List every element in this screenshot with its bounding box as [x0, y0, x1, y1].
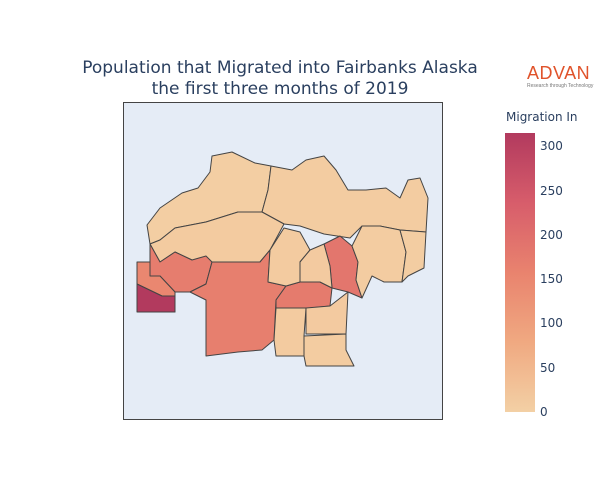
- colorbar-tick-label: 250: [540, 185, 563, 197]
- colorbar-gradient: [505, 133, 535, 412]
- colorbar-tick-label: 0: [540, 406, 548, 418]
- region-south-tract-a[interactable]: [274, 308, 306, 356]
- colorbar-tick-label: 100: [540, 317, 563, 329]
- colorbar-tick-label: 50: [540, 362, 555, 374]
- region-south-tract-c[interactable]: [304, 334, 354, 366]
- region-north-east-tract[interactable]: [262, 156, 428, 238]
- colorbar-title: Migration In: [506, 110, 578, 124]
- region-east-tract[interactable]: [352, 226, 406, 298]
- colorbar-tick-label: 300: [540, 140, 563, 152]
- colorbar-tick-label: 200: [540, 229, 563, 241]
- colorbar-tick-label: 150: [540, 273, 563, 285]
